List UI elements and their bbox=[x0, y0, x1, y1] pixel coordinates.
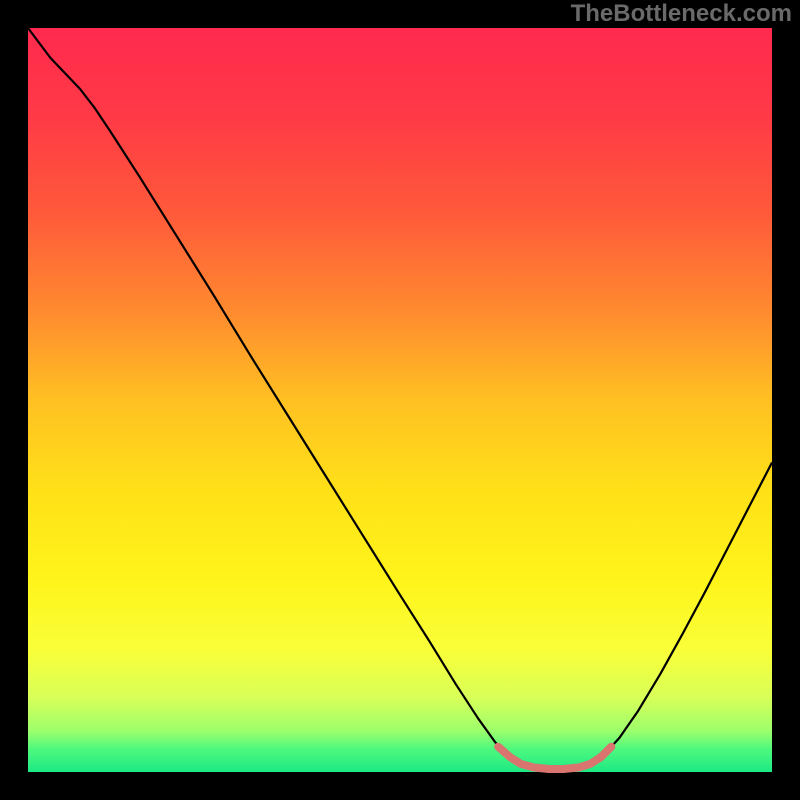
gradient-background bbox=[28, 28, 772, 772]
chart-svg bbox=[0, 0, 800, 800]
watermark-text: TheBottleneck.com bbox=[571, 0, 792, 28]
